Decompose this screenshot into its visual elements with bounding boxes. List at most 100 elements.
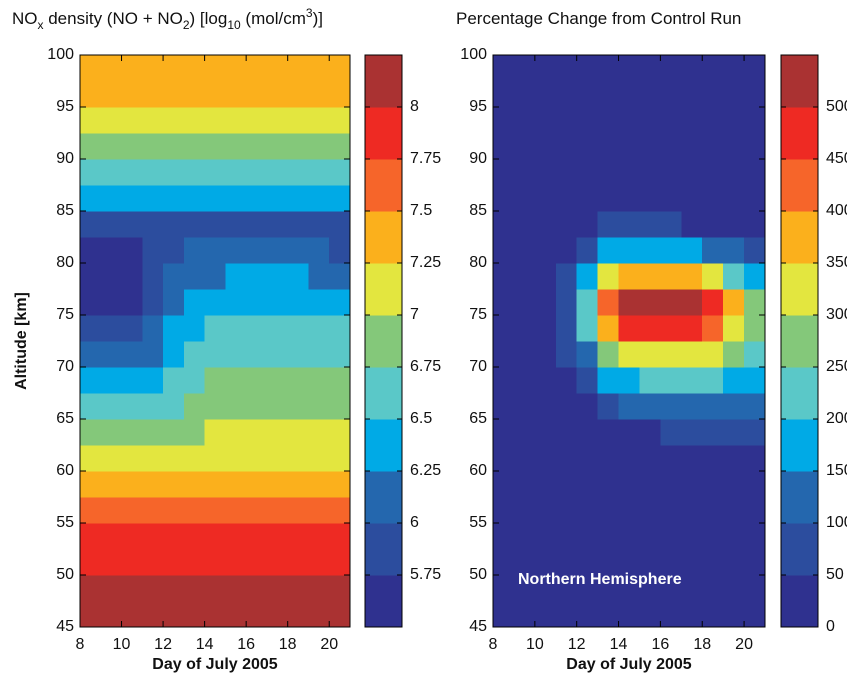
contour-cell xyxy=(308,289,330,316)
contour-cell xyxy=(204,419,226,446)
contour-cell xyxy=(287,107,310,134)
contour-cell xyxy=(534,341,557,368)
colorbar-tick-label: 6 xyxy=(410,514,419,531)
contour-cell xyxy=(660,185,682,212)
contour-cell xyxy=(702,185,724,212)
contour-cell xyxy=(744,159,766,186)
contour-cell xyxy=(534,289,557,316)
contour-cell xyxy=(493,497,515,524)
contour-cell xyxy=(513,549,536,576)
contour-cell xyxy=(266,393,289,420)
contour-cell xyxy=(493,133,515,160)
contour-cell xyxy=(576,185,599,212)
contour-cell xyxy=(246,237,268,264)
contour-cell xyxy=(534,575,557,602)
contour-cell xyxy=(534,549,557,576)
contour-cell xyxy=(266,263,289,290)
contour-cell xyxy=(142,497,164,524)
contour-cell xyxy=(308,185,330,212)
contour-cell xyxy=(618,185,641,212)
contour-cell xyxy=(308,497,330,524)
contour-cell xyxy=(163,107,185,134)
contour-cell xyxy=(100,237,123,264)
y-tick-label: 90 xyxy=(469,150,487,167)
contour-cell xyxy=(163,341,185,368)
contour-cell xyxy=(639,107,661,134)
colorbar-band xyxy=(781,315,818,368)
contour-cell xyxy=(329,393,351,420)
y-tick-label: 80 xyxy=(56,254,74,271)
contour-cell xyxy=(121,185,143,212)
contour-cell xyxy=(100,497,123,524)
contour-cell xyxy=(723,575,745,602)
contour-cell xyxy=(576,575,599,602)
contour-cell xyxy=(287,367,310,394)
contour-cell xyxy=(576,471,599,498)
x-tick-label: 8 xyxy=(76,636,85,653)
contour-cell xyxy=(308,315,330,342)
contour-cell xyxy=(246,289,268,316)
y-tick-label: 75 xyxy=(56,306,74,323)
contour-cell xyxy=(513,263,536,290)
contour-cell xyxy=(660,263,682,290)
contour-cell xyxy=(80,263,102,290)
y-tick-label: 95 xyxy=(469,98,487,115)
contour-cell xyxy=(329,237,351,264)
contour-cell xyxy=(702,315,724,342)
contour-cell xyxy=(100,289,123,316)
colorbar-band xyxy=(365,523,402,576)
contour-cell xyxy=(308,263,330,290)
contour-cell xyxy=(142,263,164,290)
contour-cell xyxy=(702,263,724,290)
contour-cell xyxy=(660,549,682,576)
contour-cell xyxy=(660,601,682,628)
contour-cell xyxy=(513,341,536,368)
contour-cell xyxy=(639,601,661,628)
contour-cell xyxy=(639,575,661,602)
contour-cell xyxy=(80,133,102,160)
colorbar-tick-label: 7.25 xyxy=(410,254,441,271)
contour-cell xyxy=(100,133,123,160)
contour-cell xyxy=(246,263,268,290)
contour-cell xyxy=(723,237,745,264)
contour-cell xyxy=(329,445,351,472)
colorbar-band xyxy=(365,55,402,108)
contour-cell xyxy=(576,289,599,316)
contour-cell xyxy=(100,341,123,368)
contour-cell xyxy=(183,497,206,524)
contour-cell xyxy=(287,445,310,472)
colorbar-band xyxy=(781,367,818,420)
contour-cell xyxy=(681,211,703,238)
contour-cell xyxy=(534,159,557,186)
contour-cell xyxy=(660,211,682,238)
contour-cell xyxy=(163,211,185,238)
contour-cell xyxy=(121,81,143,108)
contour-cell xyxy=(493,55,515,82)
contour-cell xyxy=(246,341,268,368)
contour-cell xyxy=(618,549,641,576)
contour-cell xyxy=(308,159,330,186)
colorbar-band xyxy=(365,367,402,420)
contour-cell xyxy=(555,263,578,290)
contour-cell xyxy=(329,55,351,82)
contour-cell xyxy=(744,367,766,394)
contour-cell xyxy=(329,211,351,238)
contour-cell xyxy=(142,575,164,602)
contour-cell xyxy=(204,367,226,394)
y-tick-label: 50 xyxy=(469,566,487,583)
contour-cell xyxy=(513,497,536,524)
contour-cell xyxy=(513,81,536,108)
contour-cell xyxy=(163,497,185,524)
contour-cell xyxy=(681,263,703,290)
contour-cell xyxy=(204,341,226,368)
contour-cell xyxy=(287,315,310,342)
contour-cell xyxy=(681,549,703,576)
contour-cell xyxy=(246,107,268,134)
contour-cell xyxy=(204,575,226,602)
contour-cell xyxy=(100,315,123,342)
contour-cell xyxy=(639,419,661,446)
contour-cell xyxy=(142,341,164,368)
contour-cell xyxy=(660,445,682,472)
contour-cell xyxy=(534,107,557,134)
contour-cell xyxy=(266,159,289,186)
